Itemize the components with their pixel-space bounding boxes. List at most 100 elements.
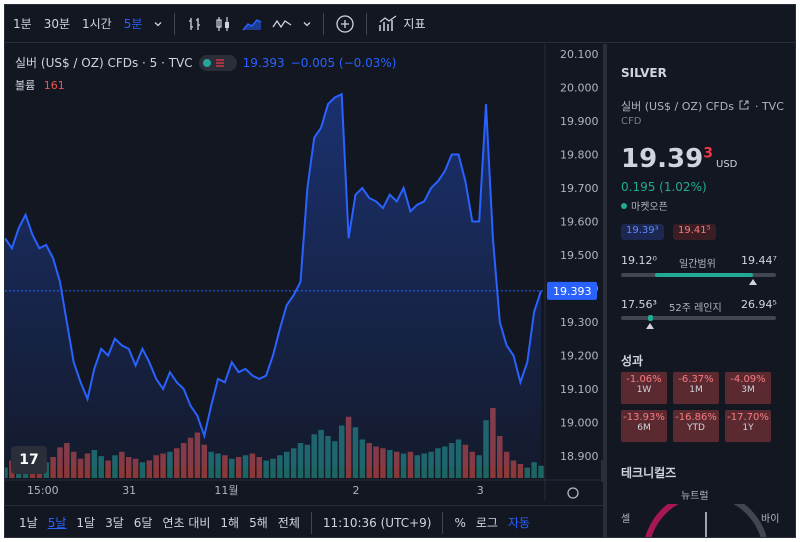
- volume-bar: [222, 455, 228, 478]
- market-open-dot-icon: [621, 202, 627, 209]
- toolbar-divider: [442, 511, 444, 534]
- volume-bar: [531, 462, 537, 478]
- panel-price: 19.393USD: [621, 144, 737, 174]
- y-tick-label: 20.000: [560, 81, 599, 94]
- toolbar-divider: [310, 511, 312, 534]
- area-chart-icon[interactable]: [237, 15, 267, 33]
- price-line: [5, 92, 542, 440]
- panel-symbol[interactable]: SILVER: [621, 66, 667, 80]
- volume-bar: [517, 464, 524, 478]
- toolbar-divider: [323, 12, 325, 35]
- price-chart[interactable]: 20.100 20.000 19.900 19.800 19.700 19.600 19.5…: [5, 44, 603, 500]
- range-all[interactable]: 전체: [277, 516, 300, 530]
- chevron-down-icon[interactable]: [297, 19, 317, 29]
- volume-bar: [77, 458, 84, 478]
- symbol-title[interactable]: 실버 (US$ / OZ) CFDs · 5 · TVC: [15, 56, 193, 70]
- performance-value: -17.70%: [727, 412, 769, 423]
- candlestick-icon[interactable]: [209, 15, 237, 33]
- performance-cell[interactable]: -4.09% 3M: [725, 372, 771, 404]
- y-tick-label: 20.100: [560, 48, 599, 61]
- volume-label: 볼륨: [15, 79, 36, 92]
- volume-bar: [98, 456, 104, 478]
- log-toggle[interactable]: 로그: [475, 516, 498, 530]
- auto-toggle[interactable]: 자동: [507, 516, 531, 530]
- panel-type: CFD: [621, 116, 642, 127]
- w52-range-marker: [646, 323, 655, 329]
- range-5y[interactable]: 5해: [249, 516, 268, 530]
- y-tick-label: 19.200: [560, 349, 599, 362]
- symbol-details-panel: SILVER 실버 (US$ / OZ) CFDs · TVC CFD 19.3…: [603, 44, 795, 537]
- interval-1h[interactable]: 1시간: [82, 17, 112, 31]
- line-chart-icon[interactable]: [267, 15, 297, 33]
- day-range-fill: [655, 273, 753, 277]
- settings-gear-icon[interactable]: [567, 487, 579, 499]
- interval-1m[interactable]: 1분: [13, 17, 32, 31]
- bar-chart-icon[interactable]: [181, 15, 209, 33]
- performance-period: 3M: [741, 385, 755, 395]
- interval-30m[interactable]: 30분: [43, 17, 70, 31]
- technicals-sell: 셀: [621, 514, 631, 525]
- day-range-marker: [748, 279, 757, 285]
- technicals-gauge: [645, 504, 767, 537]
- bullet: ·: [754, 100, 759, 113]
- volume-bar: [476, 455, 482, 478]
- volume-legend: 볼륨 161: [15, 77, 65, 93]
- range-1y[interactable]: 1해: [220, 516, 240, 530]
- volume-bar: [112, 455, 118, 478]
- range-1m[interactable]: 1달: [76, 516, 96, 530]
- w52-range-fill: [648, 315, 654, 321]
- indicators-button[interactable]: 지표: [403, 17, 426, 31]
- performance-cell[interactable]: -16.86% YTD: [673, 410, 719, 442]
- price-currency: USD: [716, 159, 738, 170]
- range-6m[interactable]: 6달: [133, 516, 153, 530]
- panel-change: 0.195 (1.02%): [621, 180, 707, 194]
- volume-bar: [538, 465, 544, 478]
- y-tick-label: 19.700: [560, 182, 599, 195]
- w52-label: 52주 레인지: [669, 303, 722, 314]
- range-5d[interactable]: 5날: [47, 516, 67, 530]
- tradingview-logo-icon[interactable]: 17: [11, 446, 47, 474]
- visibility-toggle[interactable]: [198, 54, 237, 71]
- external-link-icon[interactable]: [739, 100, 749, 110]
- menu-icon: [215, 58, 224, 67]
- performance-cell[interactable]: -6.37% 1M: [673, 372, 719, 404]
- current-price-tag: [547, 281, 597, 300]
- technicals-neutral: 뉴트럴: [681, 491, 709, 502]
- volume-bar: [235, 457, 242, 478]
- y-tick-label: 19.900: [560, 115, 599, 128]
- volume-bar: [242, 455, 249, 478]
- x-tick-label: 11월: [214, 484, 238, 497]
- range-3m[interactable]: 3달: [105, 516, 124, 530]
- clock[interactable]: 11:10:36 (UTC+9): [322, 515, 432, 530]
- volume-bar: [229, 458, 235, 478]
- indicators-icon[interactable]: [373, 15, 403, 33]
- panel-description: 실버 (US$ / OZ) CFDs · TVC: [621, 98, 784, 114]
- top-toolbar: 1분 30분 1시간 5분 지표: [5, 5, 795, 43]
- performance-cell[interactable]: -1.06% 1W: [621, 372, 667, 404]
- series-legend: 실버 (US$ / OZ) CFDs · 5 · TVC 19.393 −0.0…: [15, 54, 396, 71]
- chevron-down-icon[interactable]: [148, 19, 168, 29]
- panel-exchange: TVC: [761, 100, 784, 113]
- x-tick-label: 15:00: [27, 484, 59, 497]
- panel-subtitle: 실버 (US$ / OZ) CFDs: [621, 100, 734, 113]
- toolbar-divider: [174, 12, 176, 35]
- performance-cell[interactable]: -13.93% 6M: [621, 410, 667, 442]
- volume-bar: [263, 460, 269, 478]
- percent-toggle[interactable]: %: [454, 515, 466, 530]
- range-1d[interactable]: 1날: [19, 516, 38, 530]
- tradingview-app: 1분 30분 1시간 5분 지표 20: [4, 4, 796, 538]
- day-high: 19.44⁷: [741, 254, 777, 267]
- performance-cell[interactable]: -17.70% 1Y: [725, 410, 771, 442]
- performance-value: -4.09%: [730, 374, 766, 385]
- technicals-title[interactable]: 테크니컬즈: [621, 466, 677, 480]
- performance-period: 6M: [637, 423, 651, 433]
- interval-5m[interactable]: 5분: [123, 17, 143, 31]
- day-low: 19.12⁰: [621, 254, 657, 267]
- chart-area[interactable]: 20.100 20.000 19.900 19.800 19.700 19.600 19.5…: [5, 44, 603, 500]
- add-compare-icon[interactable]: [330, 14, 360, 34]
- technicals-buy: 바이: [761, 514, 780, 525]
- range-ytd[interactable]: 연초 대비: [162, 516, 211, 530]
- x-tick-label: 2: [353, 484, 360, 497]
- performance-value: -13.93%: [623, 412, 665, 423]
- y-tick-label: 19.500: [560, 249, 599, 262]
